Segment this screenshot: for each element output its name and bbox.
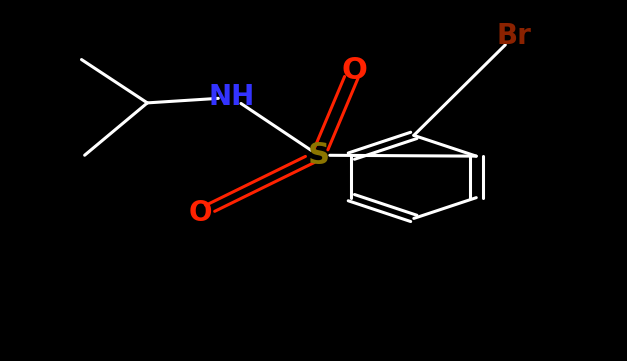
- Text: O: O: [189, 199, 213, 227]
- Text: S: S: [307, 141, 330, 170]
- Text: Br: Br: [497, 22, 532, 50]
- Text: O: O: [341, 56, 367, 85]
- Text: NH: NH: [209, 83, 255, 112]
